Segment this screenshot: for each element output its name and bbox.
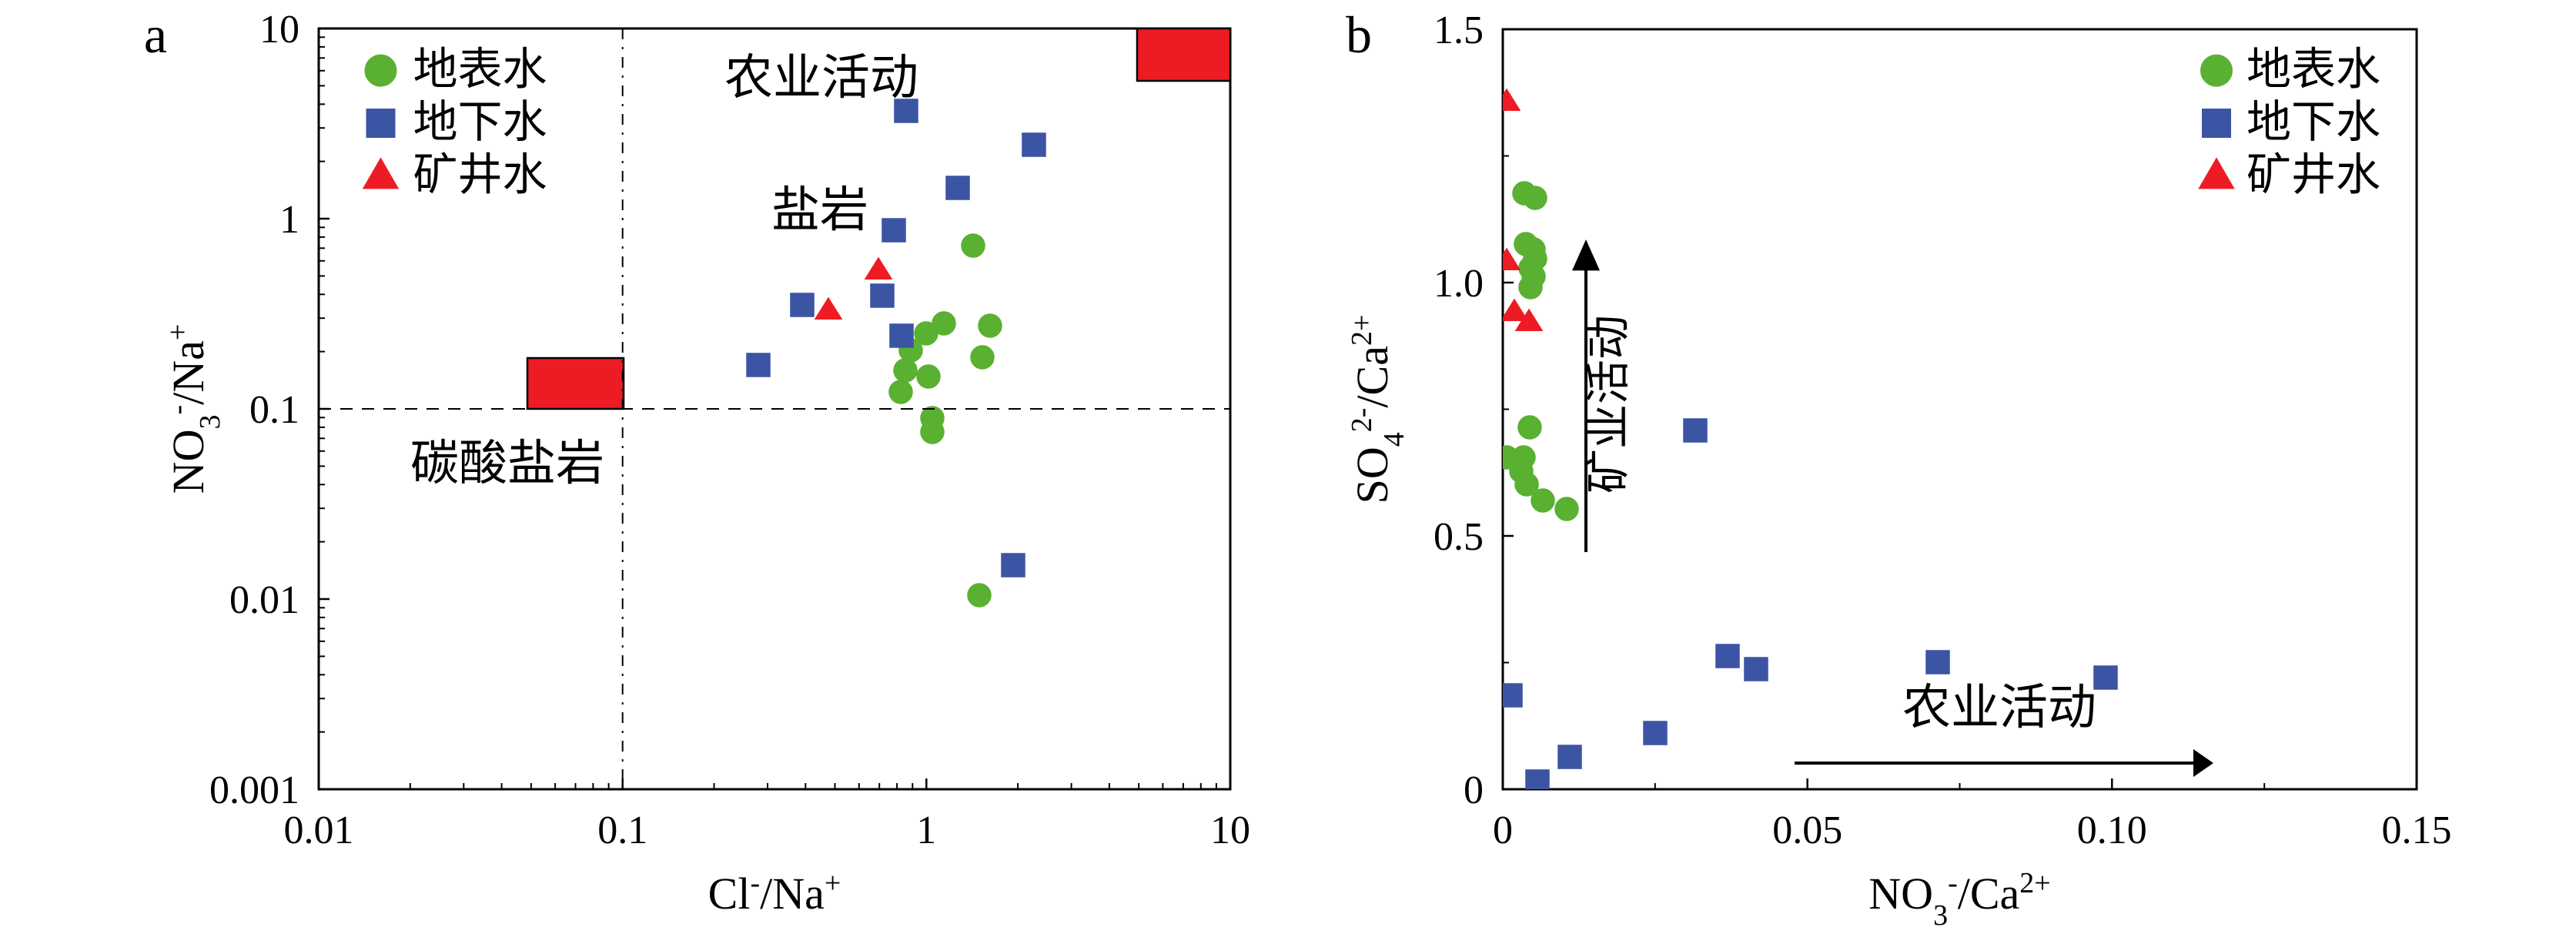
svg-text:0.1: 0.1: [597, 808, 647, 852]
svg-text:0.01: 0.01: [229, 578, 299, 622]
svg-text:地表水: 地表水: [413, 45, 547, 95]
svg-text:0.05: 0.05: [1772, 808, 1842, 852]
svg-text:农业活动: 农业活动: [1902, 681, 2096, 735]
svg-text:0.1: 0.1: [249, 388, 299, 432]
svg-text:地表水: 地表水: [2246, 45, 2380, 95]
svg-text:0.01: 0.01: [284, 808, 354, 852]
svg-text:1.5: 1.5: [1434, 8, 1484, 52]
svg-text:0.5: 0.5: [1434, 515, 1484, 559]
svg-text:矿业活动: 矿业活动: [1584, 315, 1634, 494]
svg-text:1: 1: [279, 198, 299, 242]
svg-text:0.10: 0.10: [2077, 808, 2147, 852]
svg-text:1.0: 1.0: [1434, 262, 1484, 306]
svg-text:NO3-/Ca2+: NO3-/Ca2+: [1868, 867, 2050, 930]
svg-text:Cl-/Na+: Cl-/Na+: [708, 867, 841, 919]
svg-text:矿井水: 矿井水: [413, 149, 547, 199]
svg-text:地下水: 地下水: [413, 97, 547, 147]
svg-text:b: b: [1346, 5, 1372, 64]
svg-text:0.15: 0.15: [2382, 808, 2452, 852]
svg-text:0: 0: [1464, 768, 1484, 812]
svg-text:农业活动: 农业活动: [724, 51, 918, 105]
svg-text:矿井水: 矿井水: [2246, 149, 2380, 199]
svg-text:0: 0: [1493, 808, 1513, 852]
svg-text:10: 10: [259, 8, 299, 52]
svg-text:NO3-/Na+: NO3-/Na+: [162, 324, 226, 494]
svg-text:盐岩: 盐岩: [771, 183, 868, 237]
svg-text:地下水: 地下水: [2246, 97, 2380, 147]
svg-text:碳酸盐岩: 碳酸盐岩: [410, 437, 604, 490]
svg-text:SO42-/Ca2+: SO42-/Ca2+: [1346, 315, 1410, 504]
svg-text:0.001: 0.001: [209, 768, 299, 812]
svg-text:10: 10: [1210, 808, 1250, 852]
svg-text:1: 1: [916, 808, 936, 852]
svg-text:a: a: [144, 5, 167, 64]
